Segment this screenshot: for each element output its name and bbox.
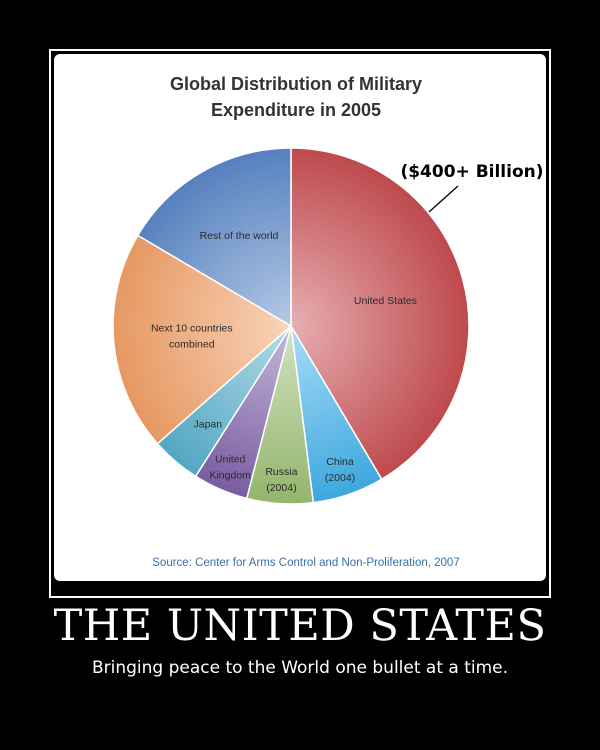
slice-label-russia-2004: Russia (2004): [265, 466, 297, 494]
pie-slice-united-states: [290, 147, 470, 481]
slice-label-rest-of-the-world: Rest of the world: [200, 230, 279, 242]
slice-label-united-kingdom: United Kingdom: [209, 454, 251, 482]
slice-label-next-10-countries-combined: Next 10 countries combined: [151, 322, 233, 350]
slice-label-china-2004: China (2004): [325, 456, 355, 484]
annotation-label: ($400+ Billion): [400, 162, 543, 182]
pie-slice-rest-of-the-world: [136, 147, 292, 328]
poster-tagline: Bringing peace to the World one bullet a…: [91, 658, 509, 678]
slice-label-united-states: United States: [354, 295, 417, 307]
pie-slice-next-10-countries-combined: [112, 234, 293, 445]
pie-chart: United States China (2004) Russia (2004) Unit…: [112, 74, 544, 569]
annotation-leader-line: [428, 185, 459, 213]
poster-headline: THE UNITED STATES: [53, 601, 547, 651]
chart-source: Source: Center for Arms Control and Non-…: [152, 557, 459, 569]
slice-label-japan: Japan: [193, 419, 222, 431]
chart-title: Global Distribution of Military Expenditu…: [170, 74, 422, 120]
